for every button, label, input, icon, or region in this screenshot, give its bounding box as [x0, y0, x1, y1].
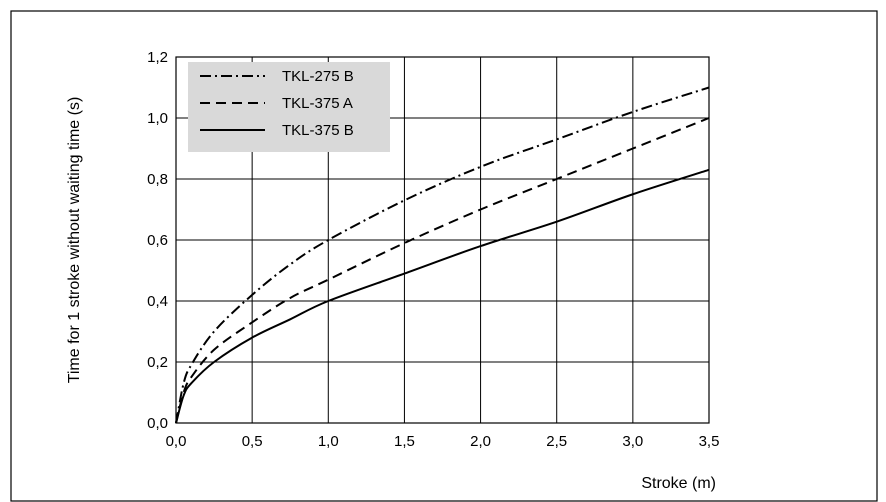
legend: TKL-275 B TKL-375 A TKL-375 B	[188, 62, 390, 152]
series-line-1	[175, 86, 710, 424]
x-tick-label: 3,5	[699, 433, 720, 450]
x-axis-title: Stroke (m)	[641, 475, 716, 492]
x-tick-label: 0,5	[242, 433, 263, 450]
y-tick-label: 1,2	[147, 49, 168, 66]
series-line-2	[175, 117, 710, 424]
y-tick-label: 0,6	[147, 232, 168, 249]
legend-label-3: TKL-375 B	[282, 122, 354, 139]
x-tick-label: 0,0	[166, 433, 187, 450]
legend-label-1: TKL-275 B	[282, 68, 354, 85]
legend-label-2: TKL-375 A	[282, 95, 353, 112]
x-tick-label: 3,0	[622, 433, 643, 450]
tick-labels: 0,0 0,5 1,0 1,5 2,0 2,5 3,0 3,5 0,0 0,2 0,4 0,6 0,8 1…	[147, 49, 719, 450]
series-line-3	[175, 168, 710, 424]
plot-area-border	[175, 56, 710, 424]
y-axis-title: Time for 1 stroke without waiting time (…	[66, 97, 83, 384]
y-tick-label: 0,2	[147, 354, 168, 371]
x-tick-label: 1,5	[394, 433, 415, 450]
x-tick-label: 2,0	[470, 433, 491, 450]
y-tick-label: 0,4	[147, 293, 168, 310]
grid	[175, 56, 710, 424]
series-lines	[175, 86, 710, 424]
x-tick-label: 2,5	[546, 433, 567, 450]
y-tick-label: 0,0	[147, 415, 168, 432]
y-tick-label: 1,0	[147, 110, 168, 127]
outer-frame	[10, 10, 878, 502]
y-tick-label: 0,8	[147, 171, 168, 188]
x-tick-label: 1,0	[318, 433, 339, 450]
